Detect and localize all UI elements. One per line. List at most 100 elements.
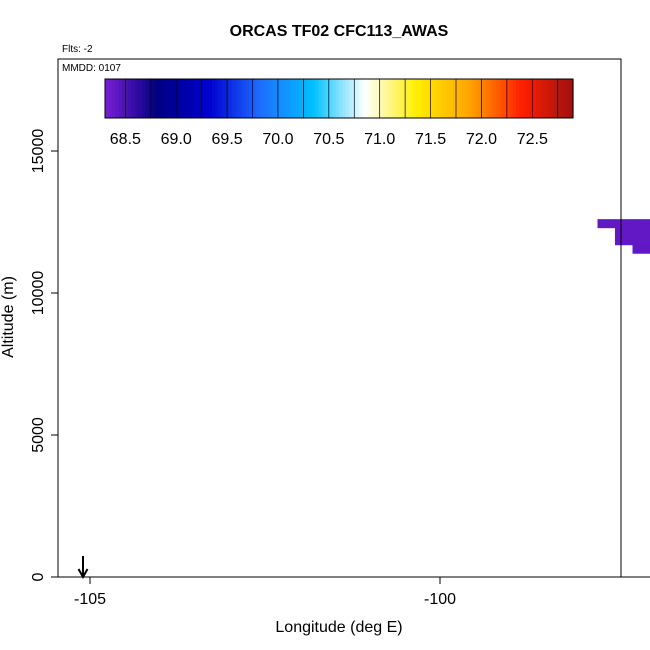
colorbar-swatch [439, 79, 444, 118]
colorbar-swatch [379, 79, 384, 118]
colorbar-swatch [392, 79, 397, 118]
colorbar-swatch [232, 79, 236, 118]
colorbar-tick-label: 70.0 [262, 131, 293, 148]
colorbar-swatch [218, 79, 223, 118]
colorbar-swatch [298, 79, 303, 118]
colorbar-swatch [185, 79, 190, 118]
colorbar-swatch [265, 79, 270, 118]
colorbar-swatch [342, 79, 347, 118]
colorbar-swatch [395, 79, 400, 118]
colorbar-swatch [359, 79, 363, 118]
colorbar-tick-label: 70.5 [313, 131, 344, 148]
colorbar-swatch [272, 79, 277, 118]
colorbar-swatch [258, 79, 263, 118]
colorbar: 68.5 69.0 69.5 70.0 70.5 71.0 71.5 72.0 72.5 [104, 78, 574, 148]
colorbar-swatch [432, 79, 437, 118]
colorbar-swatch [188, 79, 193, 118]
colorbar-swatch [178, 79, 183, 118]
colorbar-tick-label: 71.0 [364, 131, 395, 148]
colorbar-swatch [262, 79, 267, 118]
colorbar-swatch [362, 79, 367, 118]
colorbar-swatch [238, 79, 243, 118]
colorbar-swatch [105, 79, 109, 118]
colorbar-swatch [292, 79, 297, 118]
colorbar-tick-label: 68.5 [110, 131, 141, 148]
colorbar-swatch [536, 79, 541, 118]
colorbar-swatch [315, 79, 320, 118]
colorbar-swatch [509, 79, 514, 118]
colorbar-swatch [135, 79, 140, 118]
colorbar-swatch [128, 79, 133, 118]
colorbar-swatch [245, 79, 250, 118]
colorbar-swatch [165, 79, 170, 118]
colorbar-swatch [369, 79, 374, 118]
colorbar-swatch [442, 79, 447, 118]
colorbar-swatch [512, 79, 517, 118]
colorbar-swatch [305, 79, 310, 118]
colorbar-swatch [208, 79, 213, 118]
colorbar-swatch [445, 79, 450, 118]
colorbar-swatch [278, 79, 283, 118]
x-tick-label: -105 [74, 591, 106, 608]
y-tick-label: 15000 [30, 129, 47, 174]
colorbar-swatch [191, 79, 196, 118]
heatmap-cell [632, 227, 650, 237]
colorbar-swatch [429, 79, 434, 118]
colorbar-swatch [375, 79, 380, 118]
colorbar-swatch [312, 79, 317, 118]
colorbar-swatch [115, 79, 119, 118]
colorbar-swatch [425, 79, 430, 118]
colorbar-swatch [205, 79, 210, 118]
colorbar-swatch [556, 79, 561, 118]
y-axis: 0 5000 10000 15000 [30, 129, 59, 581]
colorbar-swatch [482, 79, 487, 118]
colorbar-swatch [181, 79, 186, 118]
colorbar-swatch [161, 79, 166, 118]
down-arrow-marker [77, 556, 89, 580]
colorbar-swatch [125, 79, 129, 118]
colorbar-swatch [339, 79, 343, 118]
colorbar-swatch [522, 79, 527, 118]
colorbar-swatch [552, 79, 557, 118]
colorbar-swatch [566, 79, 571, 118]
colorbar-swatch [489, 79, 494, 118]
colorbar-swatch [532, 79, 537, 118]
colorbar-swatch [389, 79, 394, 118]
colorbar-swatch [549, 79, 554, 118]
colorbar-swatch [268, 79, 273, 118]
colorbar-swatch [502, 79, 507, 118]
colorbar-swatch [288, 79, 293, 118]
colorbar-swatch [111, 79, 116, 118]
colorbar-swatch [302, 79, 307, 118]
colorbar-swatch [248, 79, 253, 118]
y-tick-label: 0 [30, 572, 47, 581]
annotation-flts: Flts: -2 [62, 44, 93, 55]
colorbar-swatch [456, 79, 460, 118]
colorbar-swatch [492, 79, 497, 118]
colorbar-swatch [198, 79, 203, 118]
colorbar-swatch [168, 79, 173, 118]
colorbar-swatch [569, 79, 574, 118]
colorbar-swatch [158, 79, 163, 118]
colorbar-swatch [222, 79, 226, 118]
colorbar-swatch [516, 79, 521, 118]
y-axis-label: Altitude (m) [0, 276, 17, 358]
colorbar-swatch [155, 79, 160, 118]
colorbar-swatch [469, 79, 474, 118]
colorbar-swatch [542, 79, 547, 118]
heatmap-cell [632, 219, 650, 229]
colorbar-swatch [345, 79, 350, 118]
colorbar-swatch [496, 79, 501, 118]
colorbar-swatch [435, 79, 440, 118]
colorbar-swatch [242, 79, 246, 118]
colorbar-swatch [526, 79, 531, 118]
colorbar-swatch [466, 79, 470, 118]
colorbar-swatch [415, 79, 420, 118]
colorbar-swatch [145, 79, 150, 118]
colorbar-swatch [308, 79, 313, 118]
colorbar-swatch [282, 79, 287, 118]
colorbar-swatch [138, 79, 143, 118]
colorbar-swatch [215, 79, 220, 118]
colorbar-swatch [402, 79, 407, 118]
colorbar-swatch [405, 79, 410, 118]
